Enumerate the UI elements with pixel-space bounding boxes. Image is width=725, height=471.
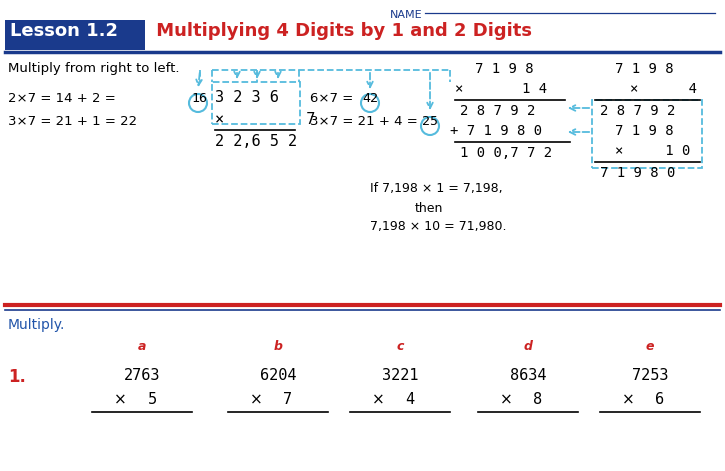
Text: 3221: 3221 xyxy=(382,368,418,383)
Text: ×: × xyxy=(622,392,635,407)
Text: b: b xyxy=(273,340,283,353)
Text: Multiply.: Multiply. xyxy=(8,318,65,332)
Text: 1 0 0,7 7 2: 1 0 0,7 7 2 xyxy=(460,146,552,160)
Text: ×      4: × 4 xyxy=(630,82,697,96)
Text: 25: 25 xyxy=(422,115,438,128)
Text: + 7 1 9 8 0: + 7 1 9 8 0 xyxy=(450,124,542,138)
Text: 8: 8 xyxy=(534,392,542,407)
Text: ×         7: × 7 xyxy=(215,112,315,127)
Text: 5: 5 xyxy=(147,392,157,407)
Bar xyxy=(212,82,300,124)
Text: a: a xyxy=(138,340,146,353)
Text: 7253: 7253 xyxy=(631,368,668,383)
Text: 16: 16 xyxy=(191,92,207,105)
Text: 8634: 8634 xyxy=(510,368,546,383)
Text: ×: × xyxy=(250,392,262,407)
Text: Lesson 1.2: Lesson 1.2 xyxy=(10,22,118,40)
Text: 7: 7 xyxy=(283,392,293,407)
FancyBboxPatch shape xyxy=(5,20,145,50)
Text: 3×7 = 21 + 1 = 22: 3×7 = 21 + 1 = 22 xyxy=(8,115,137,128)
Text: Multiplying 4 Digits by 1 and 2 Digits: Multiplying 4 Digits by 1 and 2 Digits xyxy=(150,22,532,40)
Text: 3 2 3 6: 3 2 3 6 xyxy=(215,90,279,105)
Text: 2763: 2763 xyxy=(124,368,160,383)
Text: 42: 42 xyxy=(362,92,378,105)
Text: ×       1 4: × 1 4 xyxy=(455,82,547,96)
Text: 6204: 6204 xyxy=(260,368,297,383)
Text: d: d xyxy=(523,340,532,353)
Text: ×     1 0: × 1 0 xyxy=(615,144,690,158)
Text: 7 1 9 8: 7 1 9 8 xyxy=(615,62,674,76)
Text: 2 2,6 5 2: 2 2,6 5 2 xyxy=(215,134,297,149)
Text: 2 8 7 9 2: 2 8 7 9 2 xyxy=(600,104,676,118)
Text: If 7,198 × 1 = 7,198,: If 7,198 × 1 = 7,198, xyxy=(370,182,502,195)
Text: 4: 4 xyxy=(405,392,415,407)
Text: ×: × xyxy=(372,392,385,407)
Text: 7 1 9 8 0: 7 1 9 8 0 xyxy=(600,166,676,180)
Text: 1.: 1. xyxy=(8,368,26,386)
Text: then: then xyxy=(415,202,444,215)
Text: 6: 6 xyxy=(655,392,665,407)
Text: 7 1 9 8: 7 1 9 8 xyxy=(475,62,534,76)
Text: 7 1 9 8: 7 1 9 8 xyxy=(615,124,674,138)
Text: 2×7 = 14 + 2 =: 2×7 = 14 + 2 = xyxy=(8,92,116,105)
Text: NAME: NAME xyxy=(390,10,423,20)
Text: e: e xyxy=(646,340,654,353)
Text: Multiply from right to left.: Multiply from right to left. xyxy=(8,62,180,75)
Text: 2 8 7 9 2: 2 8 7 9 2 xyxy=(460,104,535,118)
Text: ×: × xyxy=(114,392,127,407)
Text: 6×7 =: 6×7 = xyxy=(310,92,353,105)
Text: 3×7 = 21 + 4 =: 3×7 = 21 + 4 = xyxy=(310,115,418,128)
Bar xyxy=(592,100,702,168)
Text: 7,198 × 10 = 71,980.: 7,198 × 10 = 71,980. xyxy=(370,220,507,233)
Text: ×: × xyxy=(500,392,513,407)
Text: c: c xyxy=(397,340,404,353)
